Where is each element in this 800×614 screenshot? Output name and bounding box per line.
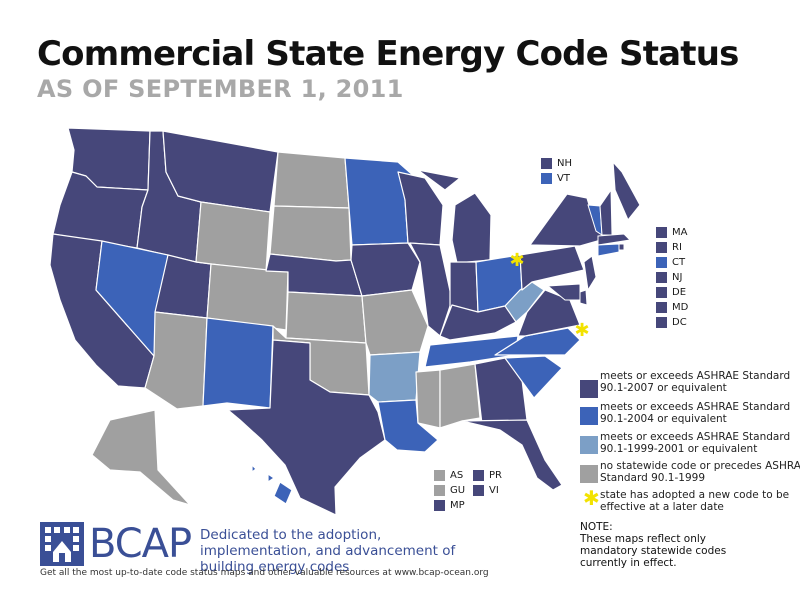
territory-label-pr: PR: [489, 470, 502, 481]
small-state-swatch-de: [656, 287, 667, 298]
territory-swatch-mp: [434, 500, 445, 511]
small-state-label-ma: MA: [672, 227, 688, 238]
small-state-label-dc: DC: [672, 317, 687, 328]
state-ks: [285, 291, 367, 344]
small-state-swatch-ct: [656, 257, 667, 268]
small-state-label-ri: RI: [672, 242, 682, 253]
state-nd: [273, 151, 350, 209]
state-wv: [504, 281, 545, 323]
state-az: [144, 311, 208, 410]
bcap-building-logo: [40, 522, 84, 566]
state-mn: [344, 157, 416, 246]
state-de: [579, 289, 588, 306]
legend-text-2004: meets or exceeds ASHRAE Standard 90.1-20…: [600, 401, 791, 425]
legend-swatch-2007: [580, 380, 598, 398]
small-state-label-md: MD: [672, 302, 689, 313]
state-sc: [504, 355, 563, 399]
bcap-wordmark: BCAP: [89, 521, 192, 567]
state-mo: [361, 289, 429, 356]
state-nh: [599, 188, 613, 236]
state-ga: [474, 357, 528, 425]
state-hi: [251, 464, 293, 505]
state-ct: [597, 243, 620, 257]
territory-swatch-pr: [473, 470, 484, 481]
state-ar: [368, 351, 421, 403]
small-state-label-ct: CT: [672, 257, 686, 268]
state-pa: [519, 245, 585, 291]
state-al: [439, 363, 481, 429]
state-nj: [583, 255, 597, 292]
state-sd: [269, 205, 352, 262]
map-title: Commercial State Energy Code Status: [37, 34, 739, 74]
small-state-label-vt: VT: [557, 173, 570, 184]
bcap-tagline: Dedicated to the adoption, implementatio…: [200, 527, 456, 575]
later-date-star-icon-nc: ✱: [574, 320, 589, 341]
small-state-swatch-vt: [541, 173, 552, 184]
map-subtitle: AS OF SEPTEMBER 1, 2011: [37, 75, 404, 103]
small-state-swatch-ma: [656, 227, 667, 238]
legend-swatch-2004: [580, 407, 598, 425]
small-state-swatch-nh: [541, 158, 552, 169]
legend-swatch-nocode: [580, 465, 598, 483]
small-state-swatch-nj: [656, 272, 667, 283]
state-ri: [618, 243, 625, 251]
territory-swatch-gu: [434, 485, 445, 496]
note-heading: NOTE:: [580, 521, 613, 533]
legend-text-later: state has adopted a new code to be effec…: [600, 489, 790, 513]
legend-star-icon: ✱: [583, 486, 600, 510]
territory-swatch-vi: [473, 485, 484, 496]
footer-resources-text: Get all the most up-to-date code status …: [40, 568, 489, 578]
legend-swatch-1999: [580, 436, 598, 454]
state-me: [612, 161, 641, 221]
territory-label-gu: GU: [450, 485, 466, 496]
small-state-label-nj: NJ: [672, 272, 683, 283]
territory-label-vi: VI: [489, 485, 499, 496]
state-tn: [424, 335, 519, 368]
small-state-label-de: DE: [672, 287, 687, 298]
note-text: These maps reflect only mandatory statew…: [580, 533, 727, 569]
state-la: [377, 399, 439, 453]
state-md: [546, 283, 581, 301]
legend-text-2007: meets or exceeds ASHRAE Standard 90.1-20…: [600, 370, 791, 394]
state-ms: [415, 369, 441, 429]
state-wy: [195, 201, 271, 272]
legend-text-1999: meets or exceeds ASHRAE Standard 90.1-19…: [600, 431, 791, 455]
state-fl: [461, 419, 563, 491]
state-ma: [597, 233, 632, 246]
small-state-label-nh: NH: [557, 158, 572, 169]
territory-label-mp: MP: [450, 500, 465, 511]
state-nm: [202, 317, 274, 409]
state-ak: [91, 409, 191, 506]
state-ia: [350, 242, 421, 297]
state-tx: [227, 339, 386, 516]
legend-text-nocode: no statewide code or precedes ASHRAE Sta…: [600, 460, 800, 484]
territory-swatch-as: [434, 470, 445, 481]
later-date-star-icon-oh: ✱: [509, 250, 524, 271]
small-state-swatch-md: [656, 302, 667, 313]
map-note: NOTE: These maps reflect only mandatory …: [580, 521, 745, 569]
small-state-swatch-ri: [656, 242, 667, 253]
small-state-swatch-dc: [656, 317, 667, 328]
territory-label-as: AS: [450, 470, 464, 481]
